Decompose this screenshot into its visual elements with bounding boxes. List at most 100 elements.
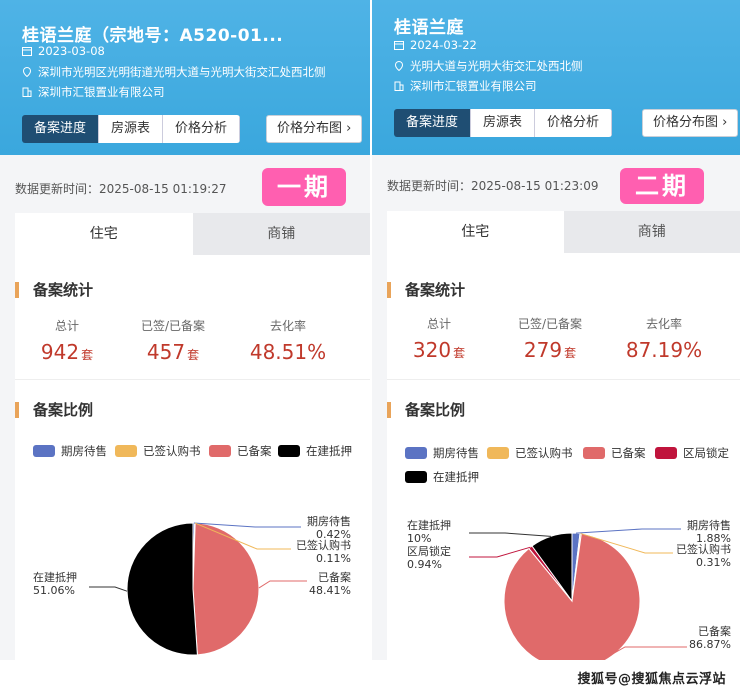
tab-price-analysis[interactable]: 价格分析	[535, 109, 613, 137]
legend-label: 已签认购书	[143, 444, 201, 458]
stat-sell-through: 去化率 48.51%	[243, 317, 333, 364]
section-marker	[387, 401, 391, 418]
stat-signed: 已签/已备案 457 套	[133, 317, 213, 364]
stat-signed-label: 已签/已备案	[517, 317, 583, 331]
pie-label-name: 已签认购书	[296, 538, 351, 552]
section-marker	[15, 401, 19, 418]
legend-label: 在建抵押	[433, 470, 479, 484]
stat-signed-value: 457	[146, 340, 186, 364]
stat-total-value: 320	[412, 338, 452, 362]
pie-slice[interactable]	[192, 522, 260, 656]
tab-residential[interactable]: 住宅	[15, 213, 193, 255]
pie-label-percent: 86.87%	[689, 638, 731, 651]
pie-leader-line	[580, 533, 673, 554]
update-label: 数据更新时间：	[15, 182, 100, 196]
ratio-title-text: 备案比例	[405, 401, 466, 419]
developer-name: 深圳市汇银置业有限公司	[410, 79, 537, 93]
update-time: 2025-08-15 01:19:27	[99, 182, 227, 196]
project-title: 桂语兰庭（宗地号：A520-01...	[22, 26, 284, 46]
stat-signed: 已签/已备案 279 套	[510, 315, 590, 362]
stat-rate-value: 48.51%	[249, 340, 327, 364]
legend-label: 期房待售	[433, 446, 479, 460]
legend-swatch	[655, 447, 677, 459]
chart-legend: 期房待售 已签认购书 已备案 区局锁定 在建抵押	[387, 445, 740, 489]
price-distribution-button[interactable]: 价格分布图 ›	[266, 115, 363, 143]
pie-label-name: 在建抵押	[33, 570, 77, 584]
stat-total-unit: 套	[453, 346, 466, 360]
chevron-right-icon: ›	[346, 121, 352, 136]
pie-leader-line	[193, 522, 301, 528]
section-marker	[15, 281, 19, 298]
legend-item[interactable]: 已备案	[583, 445, 646, 461]
pie-slice[interactable]	[503, 533, 641, 660]
pie-label-percent: 1.88%	[696, 532, 731, 545]
legend-swatch	[487, 447, 509, 459]
main-tabs: 备案进度 房源表 价格分析	[394, 109, 613, 137]
pie-label-name: 已备案	[698, 624, 731, 638]
price-distribution-button[interactable]: 价格分布图 ›	[642, 109, 739, 137]
location-pin-icon	[394, 61, 404, 71]
pie-label-name: 已备案	[318, 570, 351, 584]
panel-phase-1: 桂语兰庭（宗地号：A520-01... 2023-03-08 深圳市光明区光明街…	[0, 0, 370, 660]
legend-item[interactable]: 期房待售	[33, 443, 107, 459]
property-type-tabs: 住宅 商铺	[15, 213, 370, 255]
legend-swatch	[583, 447, 605, 459]
legend-item[interactable]: 在建抵押	[278, 443, 352, 459]
divider	[15, 379, 370, 380]
main-tabs: 备案进度 房源表 价格分析	[22, 115, 241, 143]
tab-residential[interactable]: 住宅	[387, 211, 564, 253]
pie-label-percent: 10%	[407, 532, 431, 545]
project-header: 桂语兰庭 2024-03-22 光明大道与光明大街交汇处西北侧 深圳市汇银置业有…	[372, 0, 740, 155]
legend-swatch	[405, 447, 427, 459]
tab-price-analysis[interactable]: 价格分析	[163, 115, 241, 143]
tab-filing-progress[interactable]: 备案进度	[394, 109, 472, 137]
pie-label-name: 期房待售	[687, 518, 731, 532]
phase-badge: 一期	[262, 168, 346, 206]
legend-item[interactable]: 已签认购书	[487, 445, 573, 461]
developer-row: 深圳市汇银置业有限公司	[394, 78, 537, 94]
legend-item[interactable]: 在建抵押	[405, 469, 479, 485]
legend-label: 已备案	[237, 444, 272, 458]
tab-commercial[interactable]: 商铺	[563, 211, 740, 253]
legend-item[interactable]: 区局锁定	[655, 445, 729, 461]
stat-signed-value: 279	[523, 338, 563, 362]
pie-slice[interactable]	[531, 532, 573, 603]
property-type-tabs: 住宅 商铺	[387, 211, 740, 253]
tab-listing-table[interactable]: 房源表	[99, 115, 164, 143]
project-address: 深圳市光明区光明街道光明大道与光明大街交汇处西北侧	[38, 65, 326, 79]
legend-label: 期房待售	[61, 444, 107, 458]
stats-title-text: 备案统计	[33, 281, 94, 299]
date-row: 2023-03-08	[22, 44, 105, 58]
pie-leader-line	[258, 580, 307, 589]
ratio-section-title: 备案比例	[15, 399, 93, 420]
legend-label: 已备案	[611, 446, 646, 460]
project-date: 2023-03-08	[38, 44, 105, 58]
pie-slice[interactable]	[126, 522, 198, 656]
ratio-title-text: 备案比例	[33, 401, 94, 419]
tab-filing-progress[interactable]: 备案进度	[22, 115, 100, 143]
stats-section-title: 备案统计	[387, 279, 465, 300]
tab-commercial[interactable]: 商铺	[192, 213, 370, 255]
price-distribution-label: 价格分布图	[653, 115, 719, 130]
project-title: 桂语兰庭	[394, 18, 464, 38]
stat-rate-label: 去化率	[645, 317, 682, 331]
address-row: 深圳市光明区光明街道光明大道与光明大街交汇处西北侧	[22, 64, 326, 80]
pie-label-percent: 0.11%	[316, 552, 351, 565]
legend-item[interactable]: 已签认购书	[115, 443, 201, 459]
stat-rate-label: 去化率	[269, 319, 306, 333]
building-icon	[394, 81, 404, 91]
pie-leader-line	[469, 546, 531, 558]
date-row: 2024-03-22	[394, 38, 477, 52]
pie-leader-line	[575, 528, 681, 534]
legend-label: 区局锁定	[683, 446, 729, 460]
pie-label-percent: 0.31%	[696, 556, 731, 569]
tab-listing-table[interactable]: 房源表	[471, 109, 536, 137]
legend-item[interactable]: 已备案	[209, 443, 272, 459]
legend-swatch	[209, 445, 231, 457]
pie-label-name: 在建抵押	[407, 518, 451, 532]
stat-total-value: 942	[40, 340, 80, 364]
stat-signed-unit: 套	[564, 346, 577, 360]
legend-item[interactable]: 期房待售	[405, 445, 479, 461]
project-address: 光明大道与光明大街交汇处西北侧	[410, 59, 583, 73]
legend-label: 在建抵押	[306, 444, 352, 458]
